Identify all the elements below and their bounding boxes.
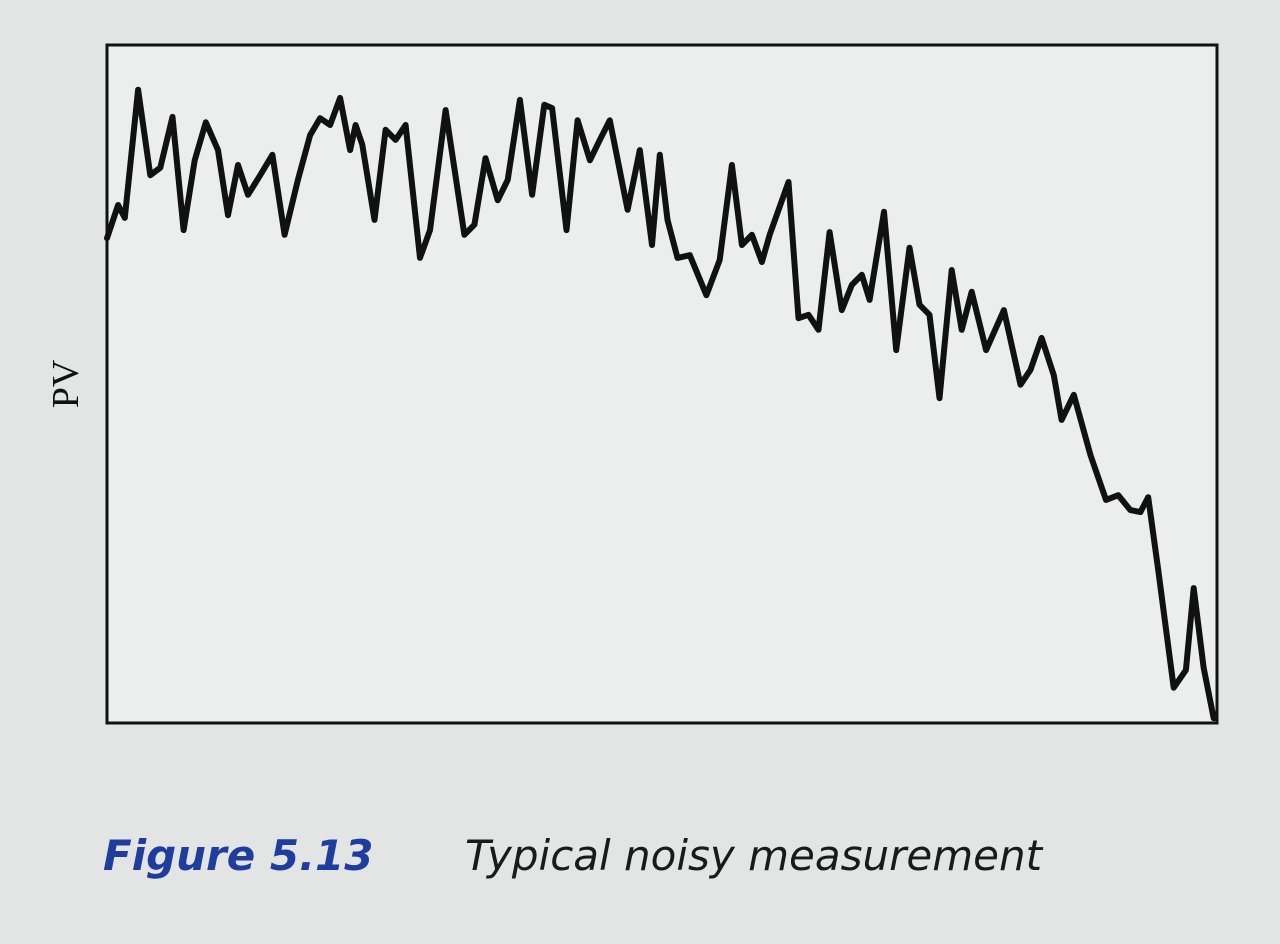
y-axis-label: PV bbox=[45, 359, 87, 408]
data-line bbox=[104, 86, 1217, 722]
plot-frame bbox=[105, 43, 1219, 725]
caption-number: Figure 5.13 bbox=[103, 831, 374, 880]
caption-text: Typical noisy measurement bbox=[465, 831, 1044, 880]
